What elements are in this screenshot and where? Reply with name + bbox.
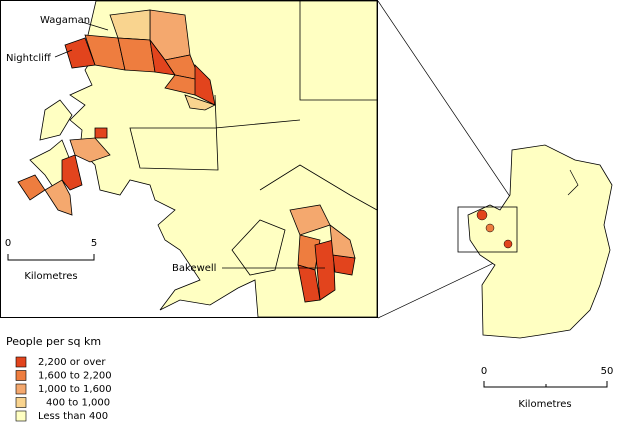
legend-label: Less than 400 [38,411,108,422]
connector [377,0,518,208]
legend-label: 1,600 to 2,200 [38,371,112,382]
legend-swatch [15,397,27,408]
scale-bar [7,254,95,261]
land [467,144,613,339]
land [231,219,286,276]
legend-swatch [15,410,27,422]
legend-swatch [15,370,27,381]
scale-tick-label: 50 [601,366,614,377]
scale-tick-label: 0 [5,238,11,249]
main-map: 0 50 Kilometres [457,144,614,410]
suburb [64,37,96,69]
leader-line [81,21,109,31]
place-label: Wagaman [40,15,90,26]
leader-line [54,49,73,58]
legend-label: 2,200 or over [38,357,106,368]
place-label: Bakewell [172,263,216,274]
boundary [129,1,378,211]
coast [567,169,579,196]
legend-swatch [15,356,27,368]
legend-label: 400 to 1,000 [46,398,110,409]
suburb [314,239,336,301]
suburb [184,94,217,111]
scale-tick-label: 5 [91,238,97,249]
suburb [329,224,356,259]
suburb [94,127,108,139]
scale-unit: Kilometres [518,399,571,410]
inset-extent [457,206,518,253]
urban [485,223,495,233]
suburb [61,154,83,191]
suburb [44,179,73,216]
inset-map: Wagaman Nightcliff Bakewell 0 5 Kilometr… [0,0,378,318]
suburb [332,254,356,276]
legend-title: People per sq km [6,335,101,348]
urban [476,209,488,221]
scale-bar [483,381,608,388]
land [39,99,73,141]
legend-swatch [15,383,27,395]
legend-label: 1,000 to 1,600 [38,384,112,395]
urban [503,239,513,249]
place-label: Nightcliff [6,53,52,64]
scale-unit: Kilometres [24,271,77,282]
scale-tick-label: 0 [481,366,487,377]
suburb [69,137,111,163]
legend: People per sq km 2,200 or over 1,600 to 2… [6,335,112,422]
